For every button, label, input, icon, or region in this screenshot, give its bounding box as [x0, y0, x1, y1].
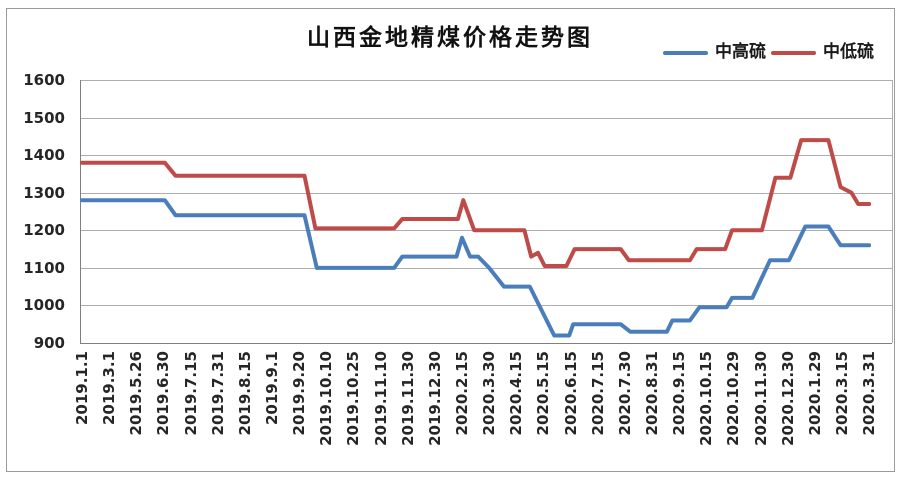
y-tick-label: 1200 — [23, 221, 65, 239]
y-tick-label: 1500 — [23, 109, 65, 127]
x-axis-line — [80, 343, 892, 344]
series-line-medium-high-sulfur — [80, 198, 872, 338]
gridline-y-1300 — [80, 193, 892, 194]
legend-line-blue-icon — [663, 50, 708, 55]
legend: 中高硫 中低硫 — [663, 44, 874, 61]
chart-frame — [6, 8, 895, 472]
legend-label: 中低硫 — [823, 42, 874, 62]
legend-label: 中高硫 — [715, 42, 766, 62]
gridline-y-1000 — [80, 305, 892, 306]
plot-right-border — [892, 80, 893, 343]
y-tick-label: 900 — [33, 334, 65, 352]
gridline-y-1100 — [80, 268, 892, 269]
legend-item-medium-low-sulfur: 中低硫 — [771, 44, 874, 61]
legend-line-red-icon — [771, 50, 816, 55]
series-line-medium-low-sulfur — [80, 138, 872, 268]
y-tick-label: 1300 — [23, 184, 65, 202]
y-tick-label: 1400 — [23, 146, 65, 164]
legend-item-medium-high-sulfur: 中高硫 — [663, 44, 766, 61]
y-tick-label: 1000 — [23, 296, 65, 314]
gridline-y-1500 — [80, 118, 892, 119]
gridline-y-1600 — [80, 80, 892, 81]
chart-title: 山西金地精煤价格走势图 — [307, 25, 593, 51]
y-axis-line — [80, 80, 81, 343]
y-tick-label: 1100 — [23, 259, 65, 277]
y-tick-label: 1600 — [23, 71, 65, 89]
gridline-y-1400 — [80, 155, 892, 156]
